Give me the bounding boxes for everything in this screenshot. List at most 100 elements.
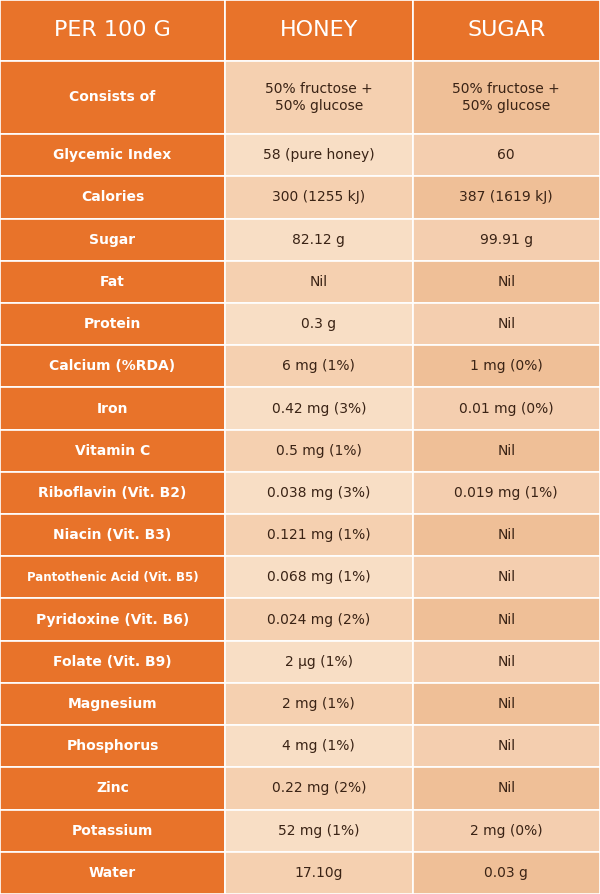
Bar (413, 0, 600, 61)
Text: Phosphorus: Phosphorus (67, 739, 158, 754)
Text: SUGAR: SUGAR (467, 21, 545, 40)
Text: 99.91 g: 99.91 g (479, 232, 533, 247)
Text: Magnesium: Magnesium (68, 697, 157, 711)
Bar (0, 345, 225, 387)
Text: Nil: Nil (497, 739, 515, 754)
Text: Zinc: Zinc (96, 781, 129, 796)
Bar (225, 218, 413, 261)
Text: Niacin (Vit. B3): Niacin (Vit. B3) (53, 528, 172, 542)
Text: 0.03 g: 0.03 g (484, 866, 528, 880)
Text: 58 (pure honey): 58 (pure honey) (263, 148, 374, 162)
Bar (413, 725, 600, 767)
Text: Pantothenic Acid (Vit. B5): Pantothenic Acid (Vit. B5) (26, 571, 199, 584)
Text: 52 mg (1%): 52 mg (1%) (278, 823, 359, 838)
Bar (413, 303, 600, 345)
Text: Nil: Nil (497, 274, 515, 289)
Bar (413, 387, 600, 430)
Text: Protein: Protein (84, 317, 141, 331)
Text: HONEY: HONEY (280, 21, 358, 40)
Text: 0.5 mg (1%): 0.5 mg (1%) (276, 443, 362, 458)
Bar (0, 61, 225, 134)
Bar (0, 176, 225, 218)
Text: 2 mg (0%): 2 mg (0%) (470, 823, 542, 838)
Bar (225, 345, 413, 387)
Text: Calories: Calories (81, 190, 144, 205)
Bar (0, 218, 225, 261)
Bar (0, 514, 225, 556)
Bar (413, 852, 600, 894)
Text: 17.10g: 17.10g (295, 866, 343, 880)
Text: 0.42 mg (3%): 0.42 mg (3%) (271, 401, 366, 416)
Text: Glycemic Index: Glycemic Index (53, 148, 172, 162)
Text: 0.3 g: 0.3 g (301, 317, 337, 331)
Text: 0.038 mg (3%): 0.038 mg (3%) (267, 486, 370, 500)
Text: Nil: Nil (310, 274, 328, 289)
Text: 0.121 mg (1%): 0.121 mg (1%) (267, 528, 371, 542)
Bar (225, 683, 413, 725)
Bar (225, 176, 413, 218)
Bar (413, 810, 600, 852)
Bar (413, 134, 600, 176)
Bar (0, 767, 225, 810)
Text: Sugar: Sugar (89, 232, 136, 247)
Text: Consists of: Consists of (70, 90, 155, 105)
Text: 0.22 mg (2%): 0.22 mg (2%) (271, 781, 366, 796)
Text: 50% fructose +
50% glucose: 50% fructose + 50% glucose (265, 81, 373, 114)
Bar (0, 134, 225, 176)
Bar (225, 134, 413, 176)
Text: Water: Water (89, 866, 136, 880)
Text: Nil: Nil (497, 570, 515, 585)
Bar (225, 0, 413, 61)
Text: 0.068 mg (1%): 0.068 mg (1%) (267, 570, 371, 585)
Text: Nil: Nil (497, 781, 515, 796)
Bar (225, 852, 413, 894)
Text: Pyridoxine (Vit. B6): Pyridoxine (Vit. B6) (36, 612, 189, 627)
Text: Nil: Nil (497, 612, 515, 627)
Bar (225, 261, 413, 303)
Bar (413, 218, 600, 261)
Text: 82.12 g: 82.12 g (292, 232, 345, 247)
Text: 300 (1255 kJ): 300 (1255 kJ) (272, 190, 365, 205)
Bar (225, 430, 413, 472)
Bar (225, 725, 413, 767)
Bar (225, 598, 413, 641)
Bar (225, 387, 413, 430)
Text: 50% fructose +
50% glucose: 50% fructose + 50% glucose (452, 81, 560, 114)
Bar (413, 767, 600, 810)
Bar (0, 852, 225, 894)
Bar (413, 641, 600, 683)
Text: 2 μg (1%): 2 μg (1%) (285, 654, 353, 669)
Text: PER 100 G: PER 100 G (54, 21, 171, 40)
Bar (225, 61, 413, 134)
Text: Nil: Nil (497, 317, 515, 331)
Bar (225, 767, 413, 810)
Text: Calcium (%RDA): Calcium (%RDA) (49, 359, 176, 374)
Bar (413, 514, 600, 556)
Bar (0, 641, 225, 683)
Bar (0, 0, 225, 61)
Text: 0.019 mg (1%): 0.019 mg (1%) (454, 486, 558, 500)
Bar (225, 303, 413, 345)
Bar (413, 176, 600, 218)
Bar (413, 61, 600, 134)
Bar (225, 810, 413, 852)
Bar (0, 556, 225, 598)
Text: 387 (1619 kJ): 387 (1619 kJ) (460, 190, 553, 205)
Bar (413, 683, 600, 725)
Text: Nil: Nil (497, 654, 515, 669)
Text: Potassium: Potassium (72, 823, 153, 838)
Text: Riboflavin (Vit. B2): Riboflavin (Vit. B2) (38, 486, 187, 500)
Bar (413, 430, 600, 472)
Bar (413, 598, 600, 641)
Bar (225, 472, 413, 514)
Bar (0, 387, 225, 430)
Bar (0, 598, 225, 641)
Text: 60: 60 (497, 148, 515, 162)
Bar (413, 345, 600, 387)
Bar (0, 303, 225, 345)
Text: 1 mg (0%): 1 mg (0%) (470, 359, 542, 374)
Bar (0, 261, 225, 303)
Text: Folate (Vit. B9): Folate (Vit. B9) (53, 654, 172, 669)
Bar (0, 430, 225, 472)
Bar (413, 556, 600, 598)
